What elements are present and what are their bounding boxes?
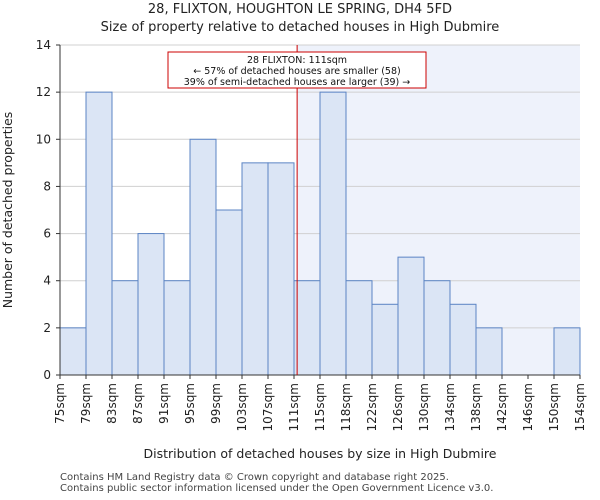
x-tick-label: 154sqm <box>573 383 587 431</box>
y-tick-label: 10 <box>36 132 51 146</box>
x-tick-label: 134sqm <box>443 383 457 431</box>
y-tick-label: 14 <box>36 38 51 52</box>
annotation-box <box>167 51 427 89</box>
x-tick-label: 87sqm <box>131 383 145 424</box>
x-tick-label: 122sqm <box>365 383 379 431</box>
bar <box>345 280 373 376</box>
y-tick-label: 12 <box>36 85 51 99</box>
x-tick-label: 75sqm <box>53 383 67 424</box>
y-axis-title: Number of detached properties <box>0 112 15 309</box>
x-tick-label: 99sqm <box>209 383 223 424</box>
chart: 0 2 4 6 8 10 12 14 75sqm 79sqm 83sqm 87sqm 91sqm 95sq… <box>0 38 587 461</box>
x-tick-label: 118sqm <box>339 383 353 431</box>
x-tick-label: 138sqm <box>469 383 483 431</box>
footer-licence: Contains public sector information licen… <box>60 483 494 494</box>
chart-subtitle: Size of property relative to detached ho… <box>100 20 500 35</box>
x-tick-label: 126sqm <box>391 383 405 431</box>
bar <box>319 91 347 376</box>
x-tick-label: 103sqm <box>235 383 249 431</box>
x-tick-label: 107sqm <box>261 383 275 431</box>
x-tick-label: 79sqm <box>79 383 93 424</box>
bar <box>111 280 139 376</box>
x-tick-label: 111sqm <box>287 383 301 431</box>
bar <box>267 162 295 376</box>
bar <box>293 280 321 376</box>
y-tick-label: 8 <box>43 179 51 193</box>
bar <box>189 138 217 376</box>
x-tick-label: 83sqm <box>105 383 119 424</box>
annotation-line-1: 28 FLIXTON: 111sqm <box>247 55 347 66</box>
x-tick-label: 95sqm <box>183 383 197 424</box>
annotation-line-2: ← 57% of detached houses are smaller (58… <box>193 66 400 77</box>
bar <box>241 162 269 376</box>
y-tick-label: 6 <box>43 227 51 241</box>
bar <box>59 327 87 376</box>
bar <box>85 91 113 376</box>
bar <box>137 233 165 376</box>
bar <box>449 303 477 376</box>
bar <box>397 256 425 376</box>
x-axis-title: Distribution of detached houses by size … <box>144 446 497 461</box>
bar <box>215 209 243 376</box>
x-tick-label: 91sqm <box>157 383 171 424</box>
y-tick-label: 0 <box>43 368 51 382</box>
bar <box>475 327 503 376</box>
chart-title: 28, FLIXTON, HOUGHTON LE SPRING, DH4 5FD <box>147 2 453 17</box>
bar <box>423 280 451 376</box>
x-tick-label: 130sqm <box>417 383 431 431</box>
bar <box>553 327 581 376</box>
x-tick-label: 142sqm <box>495 383 509 431</box>
x-tick-label: 150sqm <box>547 383 561 431</box>
bar <box>163 280 191 376</box>
y-tick-label: 2 <box>43 321 51 335</box>
x-tick-label: 115sqm <box>313 383 327 431</box>
footer-copyright: Contains HM Land Registry data © Crown c… <box>60 472 449 483</box>
y-tick-label: 4 <box>43 274 51 288</box>
bar <box>371 303 399 376</box>
annotation-line-3: 39% of semi-detached houses are larger (… <box>184 77 411 88</box>
x-tick-label: 146sqm <box>521 383 535 431</box>
